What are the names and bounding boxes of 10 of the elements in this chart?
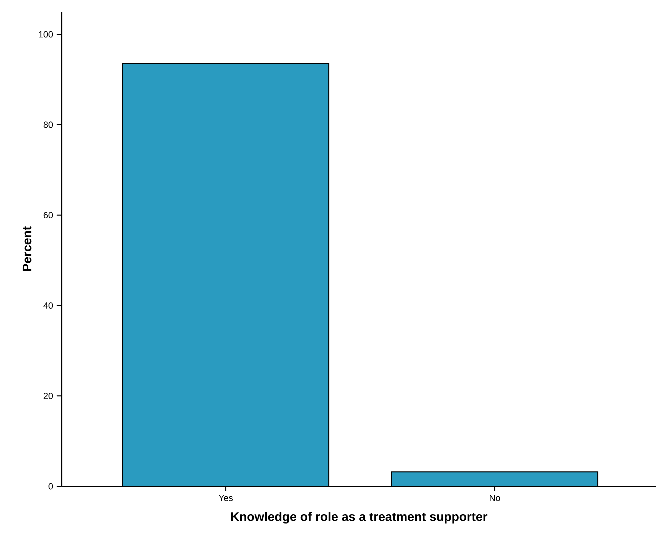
y-tick-label: 40 (44, 302, 54, 310)
y-tick-label: 0 (48, 484, 54, 490)
y-tick-label: 20 (44, 393, 54, 400)
x-tick-label: Yes (218, 495, 234, 502)
x-axis-title: Knowledge of role as a treatment supporter (231, 512, 488, 524)
y-tick-label: 80 (44, 122, 54, 128)
y-tick-label: 100 (39, 32, 54, 38)
y-tick-label: 60 (44, 212, 54, 219)
y-axis-title: Percent (22, 226, 32, 272)
x-tick-label: No (490, 495, 500, 502)
